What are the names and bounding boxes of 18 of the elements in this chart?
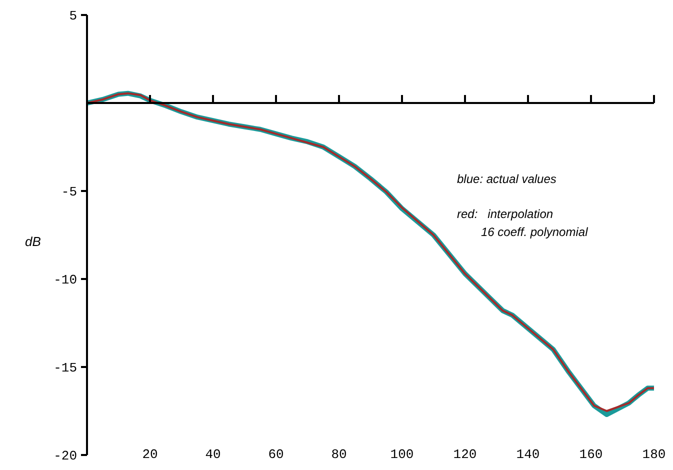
annotation: blue: actual values <box>457 172 556 186</box>
x-tick-label: 140 <box>516 447 540 462</box>
annotation: red: interpolation <box>457 207 554 221</box>
x-tick-label: 60 <box>268 447 284 462</box>
y-tick-label: -5 <box>61 184 77 200</box>
x-tick-label: 160 <box>579 447 603 462</box>
x-tick-label: 40 <box>205 447 221 462</box>
y-tick-label: -20 <box>54 448 77 464</box>
x-tick-label: 80 <box>331 447 347 462</box>
y-tick-label: 5 <box>69 8 77 24</box>
x-tick-label: 120 <box>453 447 477 462</box>
x-tick-label: 20 <box>142 447 158 462</box>
x-tick-label: 100 <box>390 447 414 462</box>
y-axis-title: dB <box>25 234 41 249</box>
y-tick-label: -10 <box>54 272 77 288</box>
annotation: 16 coeff. polynomial <box>481 225 588 239</box>
y-tick-label: -15 <box>54 360 77 376</box>
x-tick-label: 180 <box>642 447 666 462</box>
